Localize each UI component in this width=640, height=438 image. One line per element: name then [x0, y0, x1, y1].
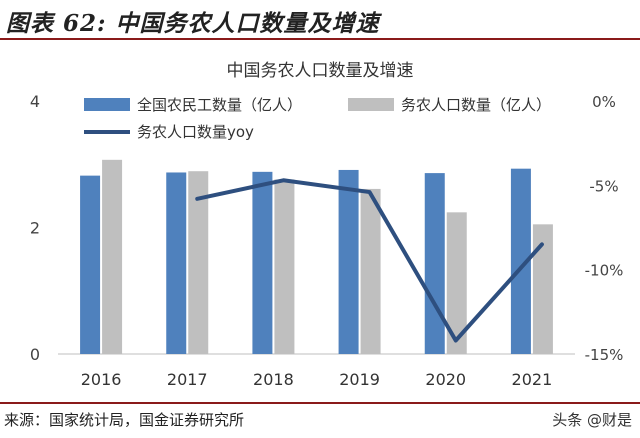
yoy-point	[455, 340, 457, 342]
yoy-point	[282, 179, 284, 181]
figure-footer: 来源：国家统计局，国金证券研究所 头条 @财是	[0, 402, 640, 438]
chart-area: 中国务农人口数量及增速 0 2 4 0% -5% -10% -15% 2016 2017 2018 2…	[0, 40, 640, 402]
figure-header: 图表 62: 中国务农人口数量及增速	[0, 0, 640, 40]
y-left-tick-label: 0	[30, 345, 40, 364]
source-note: 来源：国家统计局，国金证券研究所	[4, 411, 245, 429]
chart-svg: 中国务农人口数量及增速 0 2 4 0% -5% -10% -15% 2016 2017 2018 2…	[30, 61, 624, 389]
y-right-tick-label: -5%	[589, 177, 618, 195]
legend-label-farming-population: 务农人口数量（亿人）	[401, 96, 551, 114]
x-tick-label: 2017	[167, 370, 208, 389]
legend-label-yoy: 务农人口数量yoy	[137, 123, 254, 141]
y-right-tick-label: -10%	[585, 262, 624, 280]
bar-farming-population	[274, 179, 295, 354]
bar-farming-population	[102, 159, 123, 354]
bar-farming-population	[446, 212, 467, 354]
bar-farming-population	[188, 171, 209, 354]
bar-farming-population	[360, 188, 381, 354]
figure-caption: 图表 62: 中国务农人口数量及增速	[6, 10, 380, 37]
bar-migrant-workers	[424, 173, 445, 354]
x-tick-label: 2020	[425, 370, 466, 389]
x-tick-label: 2021	[512, 370, 553, 389]
yoy-point	[196, 198, 198, 200]
y-right-tick-label: -15%	[585, 346, 624, 364]
yoy-point	[369, 191, 371, 193]
watermark: 头条 @财是	[552, 411, 632, 429]
y-right-tick-label: 0%	[592, 93, 616, 111]
legend-swatch-farming-population	[348, 98, 394, 111]
bar-migrant-workers	[510, 168, 531, 354]
bar-migrant-workers	[80, 175, 101, 354]
bar-migrant-workers	[338, 169, 359, 354]
bar-farming-population	[532, 224, 553, 354]
y-left-tick-label: 2	[30, 219, 40, 238]
x-tick-label: 2019	[339, 370, 380, 389]
yoy-point	[541, 243, 543, 245]
legend-swatch-migrant-workers	[84, 98, 130, 111]
x-tick-label: 2016	[81, 370, 122, 389]
x-tick-label: 2018	[253, 370, 294, 389]
legend-label-migrant-workers: 全国农民工数量（亿人）	[137, 96, 302, 114]
chart-title: 中国务农人口数量及增速	[227, 61, 414, 81]
bar-migrant-workers	[252, 171, 273, 354]
y-left-tick-label: 4	[30, 92, 40, 111]
bar-migrant-workers	[166, 172, 187, 354]
